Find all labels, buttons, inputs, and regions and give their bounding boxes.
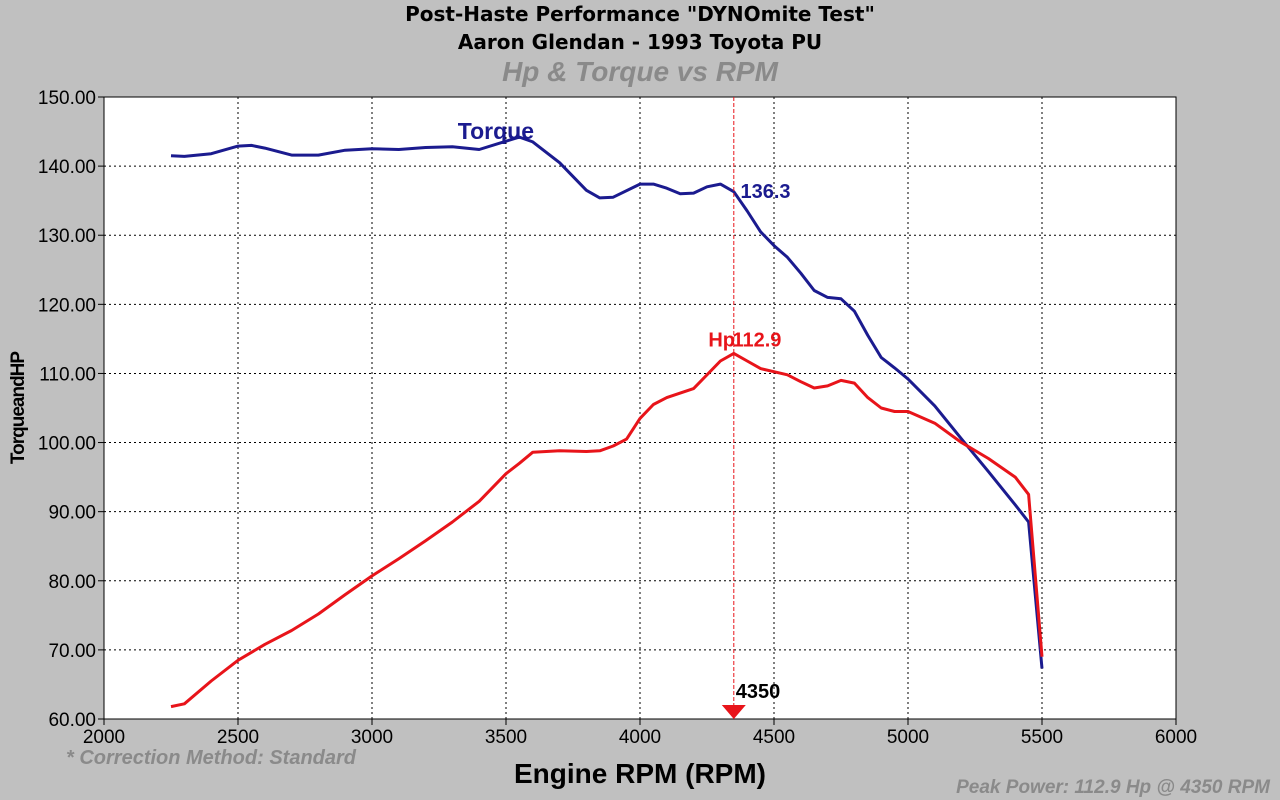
plot-area xyxy=(103,96,1177,720)
torque-series-line xyxy=(170,135,1044,669)
y-tick-label: 60.00 xyxy=(48,710,96,731)
x-tick-label: 5000 xyxy=(887,727,929,748)
correction-note: * Correction Method: Standard xyxy=(66,747,357,769)
axis-ticks: 2000 2500 3000 3500 4000 4500 5000 5500 6000 60.0… xyxy=(38,88,1197,748)
chart-title: Post-Haste Performance "DYNOmite Test" xyxy=(405,2,875,26)
hp-series-label: Hp xyxy=(708,329,735,351)
x-tick-label: 2500 xyxy=(217,727,259,748)
y-tick-label: 100.00 xyxy=(38,434,96,455)
x-axis-label: Engine RPM (RPM) xyxy=(514,758,766,789)
y-tick-label: 150.00 xyxy=(38,88,96,109)
torque-value-label: 136.3 xyxy=(741,181,791,203)
x-tick-label: 4000 xyxy=(619,727,661,748)
peak-power-note: Peak Power: 112.9 Hp @ 4350 RPM xyxy=(956,777,1270,798)
y-tick-label: 130.00 xyxy=(38,226,96,247)
x-tick-label: 4500 xyxy=(753,727,795,748)
x-tick-label: 5500 xyxy=(1021,727,1063,748)
y-tick-label: 80.00 xyxy=(48,572,96,593)
cursor-value-label: 4350 xyxy=(736,681,781,703)
y-axis-label: TorqueandHP xyxy=(8,351,29,465)
grid xyxy=(104,97,1176,719)
chart-subtitle: Aaron Glendan - 1993 Toyota PU xyxy=(457,30,823,54)
series-layer xyxy=(170,135,1044,709)
y-tick-label: 70.00 xyxy=(48,641,96,662)
y-tick-label: 120.00 xyxy=(38,295,96,316)
y-tick-label: 110.00 xyxy=(39,364,96,385)
hp-series-line xyxy=(170,351,1044,709)
y-tick-label: 90.00 xyxy=(48,503,96,524)
y-tick-label: 140.00 xyxy=(38,157,96,178)
x-tick-label: 3500 xyxy=(485,727,527,748)
cursor-marker xyxy=(721,705,746,719)
torque-series-label: Torque xyxy=(458,118,534,144)
x-tick-label: 3000 xyxy=(351,727,393,748)
chart-heading: Hp & Torque vs RPM xyxy=(502,56,778,87)
x-tick-label: 6000 xyxy=(1155,727,1197,748)
hp-value-label: 112.9 xyxy=(732,329,781,351)
x-tick-label: 2000 xyxy=(83,727,125,748)
